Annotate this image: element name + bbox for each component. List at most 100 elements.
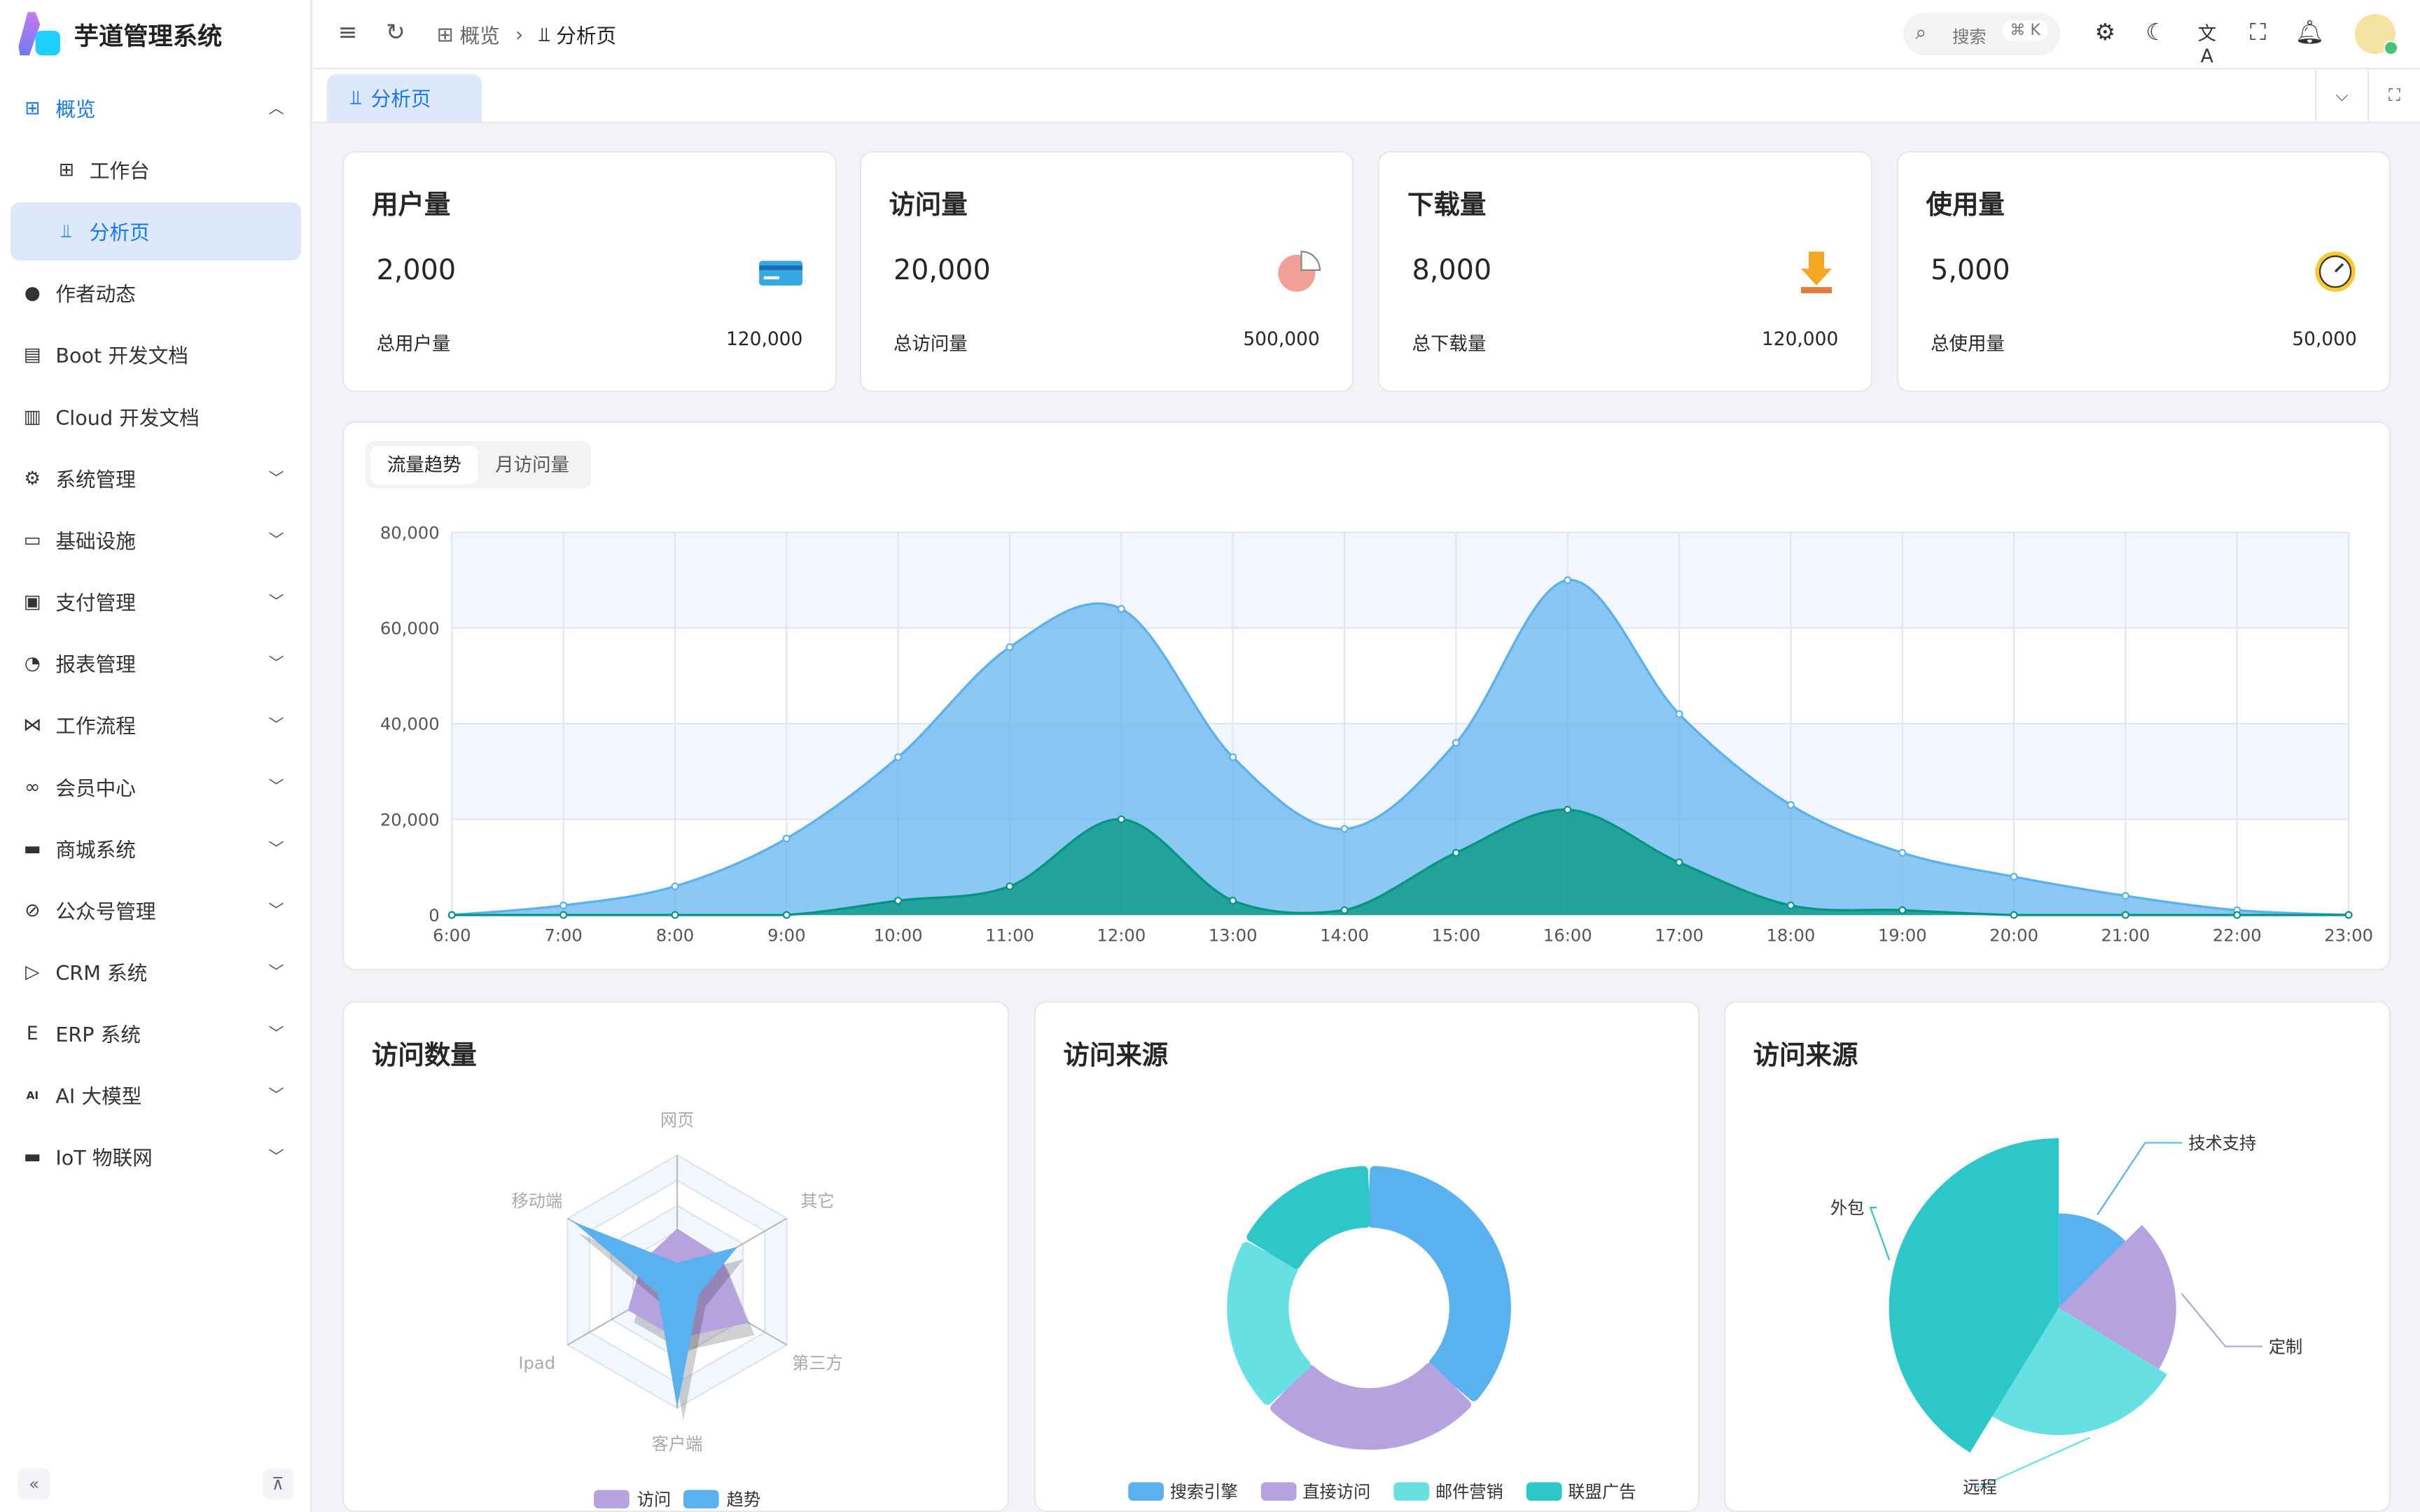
sidebar-item[interactable]: ▷ CRM 系统 ﹀ (0, 941, 312, 1002)
data-point[interactable] (2122, 911, 2130, 919)
data-point[interactable] (783, 834, 791, 843)
data-point[interactable] (559, 901, 568, 909)
data-point[interactable] (1898, 906, 1907, 914)
rose-slice[interactable] (1889, 1138, 2059, 1453)
logo-icon (18, 12, 60, 56)
sidebar-item-label: Cloud 开发文档 (55, 405, 200, 430)
data-point[interactable] (783, 911, 791, 919)
sidebar-item[interactable]: ⚙ 系统管理 ﹀ (0, 447, 312, 509)
sidebar-item[interactable]: ◔ 报表管理 ﹀ (0, 633, 312, 694)
tab-analysis[interactable]: ⫫ 分析页 (327, 74, 482, 122)
legend-label[interactable]: 邮件营销 (1435, 1482, 1503, 1502)
data-point[interactable] (1564, 576, 1572, 584)
tab-monthly-visits[interactable]: 月访问量 (495, 454, 569, 476)
data-point[interactable] (1118, 605, 1126, 613)
radar-series-area[interactable] (573, 1222, 738, 1409)
data-point[interactable] (671, 882, 679, 890)
menu-toggle-icon[interactable]: ≡ (338, 18, 358, 46)
sidebar-item[interactable]: ▭ 基础设施 ﹀ (0, 509, 312, 570)
data-point[interactable] (559, 911, 568, 919)
rose-slice[interactable] (1992, 1308, 2167, 1436)
stat-value: 20,000 (893, 254, 991, 287)
sidebar-item[interactable]: ▥ Cloud 开发文档 (0, 386, 312, 447)
gear-icon: ⚙ (24, 467, 41, 489)
search-button[interactable]: ⌕ 搜索 ⌘ K (1903, 12, 2061, 56)
sidebar-item[interactable]: ▬ IoT 物联网 ﹀ (0, 1126, 312, 1188)
data-point[interactable] (2010, 911, 2018, 919)
pie-slice[interactable] (1227, 1242, 1311, 1406)
sidebar-item[interactable]: ▤ Boot 开发文档 (0, 324, 312, 386)
tab-traffic-trend[interactable]: 流量趋势 (370, 445, 478, 484)
x-tick-label: 7:00 (545, 925, 583, 945)
data-point[interactable] (1898, 848, 1907, 857)
sidebar-item[interactable]: ▬ 商城系统 ﹀ (0, 818, 312, 879)
data-point[interactable] (1229, 896, 1237, 904)
sidebar-item[interactable]: ⊘ 公众号管理 ﹀ (0, 879, 312, 941)
stat-total-label: 总访问量 (893, 333, 968, 356)
data-point[interactable] (1787, 801, 1795, 809)
translate-icon[interactable]: 文A (2197, 23, 2217, 68)
data-point[interactable] (2233, 911, 2241, 919)
data-point[interactable] (1452, 738, 1461, 747)
data-point[interactable] (1229, 752, 1237, 761)
sidebar-item[interactable]: ∞ 会员中心 ﹀ (0, 756, 312, 818)
legend-swatch[interactable] (1127, 1482, 1164, 1502)
data-point[interactable] (671, 911, 679, 919)
collapse-sidebar-button[interactable]: « (18, 1469, 50, 1500)
sidebar-item[interactable]: AI AI 大模型 ﹀ (0, 1065, 312, 1126)
tabs-dropdown-icon[interactable]: ⌵ (2315, 69, 2367, 122)
data-point[interactable] (2010, 872, 2018, 881)
data-point[interactable] (1006, 643, 1014, 651)
chevron-down-icon: ﹀ (268, 1149, 284, 1167)
sidebar-item[interactable]: ⫫ 分析页 (11, 202, 301, 261)
rose-slice[interactable] (2059, 1213, 2126, 1308)
bell-icon[interactable]: 🔔︎ (2295, 18, 2325, 46)
sidebar-item[interactable]: ⊞ 概览 ︿ (0, 77, 312, 139)
data-point[interactable] (894, 752, 903, 761)
legend-swatch[interactable] (594, 1490, 630, 1509)
x-tick-label: 11:00 (985, 925, 1034, 945)
data-point[interactable] (1564, 805, 1572, 814)
data-point[interactable] (894, 896, 903, 904)
moon-icon[interactable]: ☾ (2146, 18, 2167, 46)
legend-swatch[interactable] (1260, 1482, 1297, 1502)
pie-slice[interactable] (1270, 1363, 1471, 1450)
data-point[interactable] (1675, 710, 1683, 718)
pin-icon[interactable]: ⊼ (262, 1469, 293, 1500)
legend-label[interactable]: 直接访问 (1302, 1482, 1370, 1502)
rose-slice[interactable] (2059, 1225, 2176, 1370)
legend-label[interactable]: 访问 (637, 1490, 671, 1510)
gear-icon[interactable]: ⚙ (2094, 18, 2116, 46)
data-point[interactable] (2122, 891, 2130, 900)
data-point[interactable] (2344, 911, 2353, 919)
sidebar-item[interactable]: ▣ 支付管理 ﹀ (0, 570, 312, 632)
maximize-icon[interactable]: ⛶ (2367, 69, 2420, 122)
legend-swatch[interactable] (1526, 1482, 1562, 1502)
legend-label[interactable]: 趋势 (727, 1490, 760, 1510)
sidebar-item[interactable]: E ERP 系统 ﹀ (0, 1003, 312, 1065)
legend-swatch[interactable] (1393, 1482, 1429, 1502)
stat-title: 使用量 (1926, 189, 2005, 220)
data-point[interactable] (1340, 906, 1349, 914)
data-point[interactable] (1118, 815, 1126, 823)
data-point[interactable] (1787, 901, 1795, 909)
sidebar-item[interactable]: ● 作者动态 (0, 262, 312, 324)
legend-label[interactable]: 联盟广告 (1568, 1482, 1636, 1502)
legend-label[interactable]: 搜索引擎 (1169, 1482, 1237, 1502)
refresh-icon[interactable]: ↻ (386, 18, 405, 46)
sidebar-item[interactable]: ⋈ 工作流程 ﹀ (0, 694, 312, 756)
pie-slice[interactable] (1368, 1166, 1511, 1402)
data-point[interactable] (1340, 825, 1349, 833)
sidebar-item[interactable]: ⊞ 工作台 (0, 139, 312, 200)
data-point[interactable] (1675, 858, 1683, 867)
data-point[interactable] (448, 911, 457, 919)
ai-icon: AI (26, 1088, 39, 1102)
data-point[interactable] (1006, 882, 1014, 890)
legend-swatch[interactable] (683, 1490, 719, 1509)
fullscreen-icon[interactable]: ⛶ (2250, 18, 2267, 46)
donut-chart: 搜索引擎 直接访问 邮件营销 联盟广告 (1127, 1166, 1636, 1502)
data-point[interactable] (1452, 848, 1461, 857)
pie-slice[interactable] (1246, 1166, 1370, 1269)
avatar[interactable] (2355, 13, 2399, 56)
breadcrumb-item[interactable]: 概览 (459, 23, 500, 48)
